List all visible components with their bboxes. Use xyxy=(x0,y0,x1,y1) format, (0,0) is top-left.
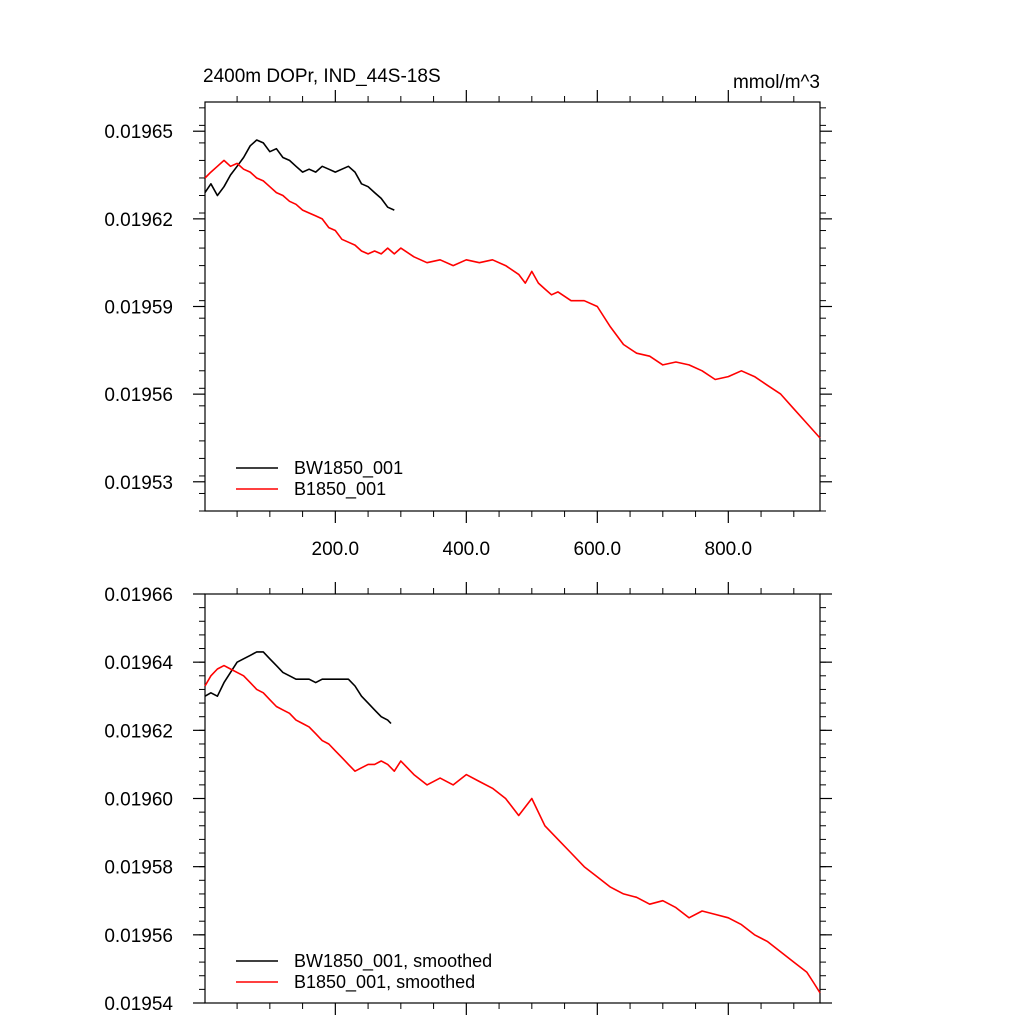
top-series-group xyxy=(204,139,821,439)
series-line-bw1850 xyxy=(204,651,392,725)
top-plot-frame xyxy=(204,101,821,512)
y-tick-label: 0.01962 xyxy=(104,210,173,231)
bottom-axis-ticks: 0.01954 0.01956 0.01958 0.01960 0.01962 0.019… xyxy=(104,582,832,1015)
series-line-b1850 xyxy=(204,159,821,439)
x-tick-label: 200.0 xyxy=(312,539,360,560)
legend-label: B1850_001, smoothed xyxy=(294,972,475,993)
top-panel: 2400m DOPr, IND_44S-18S mmol/m^3 0.01953… xyxy=(104,66,832,560)
y-tick-label: 0.01959 xyxy=(104,298,173,319)
y-tick-label: 0.01962 xyxy=(104,721,173,742)
x-tick-label: 600.0 xyxy=(574,539,622,560)
y-tick-label: 0.01964 xyxy=(104,653,173,674)
x-tick-label: 400.0 xyxy=(443,539,491,560)
x-tick-label: 800.0 xyxy=(705,539,753,560)
y-tick-label: 0.01960 xyxy=(104,790,173,811)
chart-title: 2400m DOPr, IND_44S-18S xyxy=(203,66,441,87)
y-tick-label: 0.01956 xyxy=(104,385,173,406)
series-line-b1850 xyxy=(204,664,821,994)
series-line-bw1850 xyxy=(204,139,395,211)
y-tick-label: 0.01966 xyxy=(104,585,173,606)
y-tick-label: 0.01954 xyxy=(104,994,173,1015)
y-tick-label: 0.01956 xyxy=(104,926,173,947)
y-tick-label: 0.01953 xyxy=(104,473,173,494)
y-tick-label: 0.01965 xyxy=(104,122,173,143)
units-label: mmol/m^3 xyxy=(733,72,820,93)
legend-label: BW1850_001, smoothed xyxy=(294,951,492,972)
bottom-panel: 0.01954 0.01956 0.01958 0.01960 0.01962 0.019… xyxy=(104,582,832,1015)
legend-label: B1850_001 xyxy=(294,479,386,500)
bottom-plot-frame xyxy=(204,593,821,1004)
y-tick-label: 0.01958 xyxy=(104,858,173,879)
legend-label: BW1850_001 xyxy=(294,458,403,479)
top-axis-ticks: 0.01953 0.01956 0.01959 0.01962 0.01965 200.0… xyxy=(104,90,832,560)
bottom-series-group xyxy=(204,651,821,994)
